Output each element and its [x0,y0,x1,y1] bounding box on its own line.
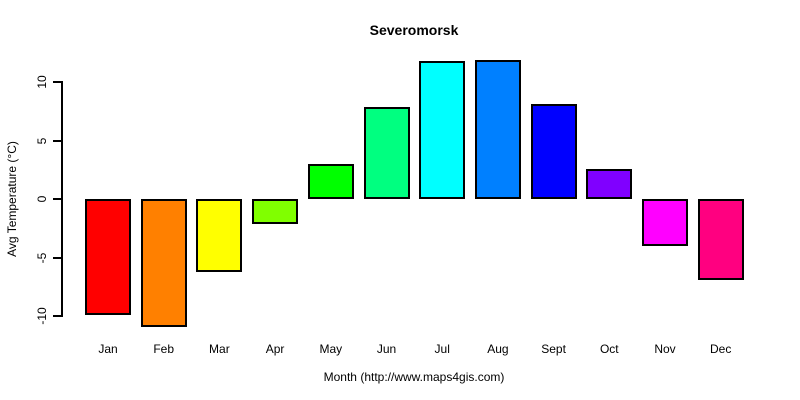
x-tick-label: Apr [265,342,285,356]
chart-title: Severomorsk [369,22,459,38]
x-tick-label: Jul [434,342,450,356]
bar-oct [586,168,633,199]
x-tick-label: Dec [710,342,732,356]
bar-jul [419,60,466,199]
bar-dec [697,199,744,280]
y-tick-mark [53,139,61,142]
bar-nov [642,199,688,246]
x-axis-title: Month (http://www.maps4gis.com) [323,370,505,384]
bar-mar [196,199,243,272]
bar-sept [530,104,577,199]
y-tick-label: 10 [35,75,49,89]
y-tick-mark [53,198,61,200]
y-axis-title: Avg Temperature (°C) [5,141,19,257]
x-tick-label: Jun [376,342,397,356]
y-tick-mark [53,81,61,83]
y-tick-label: 5 [35,137,49,144]
x-tick-label: Jan [98,342,118,356]
bar-apr [252,199,299,224]
x-tick-label: Feb [153,342,175,356]
x-tick-label: Nov [654,342,676,356]
y-tick-label: 0 [35,195,49,203]
bar-jan [85,199,131,315]
y-tick-label: -10 [35,307,49,325]
y-tick-mark [53,315,61,317]
x-tick-label: Mar [209,342,230,356]
bar-feb [140,199,187,327]
y-tick-mark [53,256,61,259]
y-tick-label: -5 [35,252,49,263]
y-axis-line [61,81,63,317]
x-tick-label: May [319,342,343,356]
bar-aug [474,59,521,199]
bar-jun [363,106,410,199]
x-tick-label: Sept [541,342,566,356]
bar-may [307,163,354,199]
x-tick-label: Oct [599,342,619,356]
x-tick-label: Aug [487,342,509,356]
